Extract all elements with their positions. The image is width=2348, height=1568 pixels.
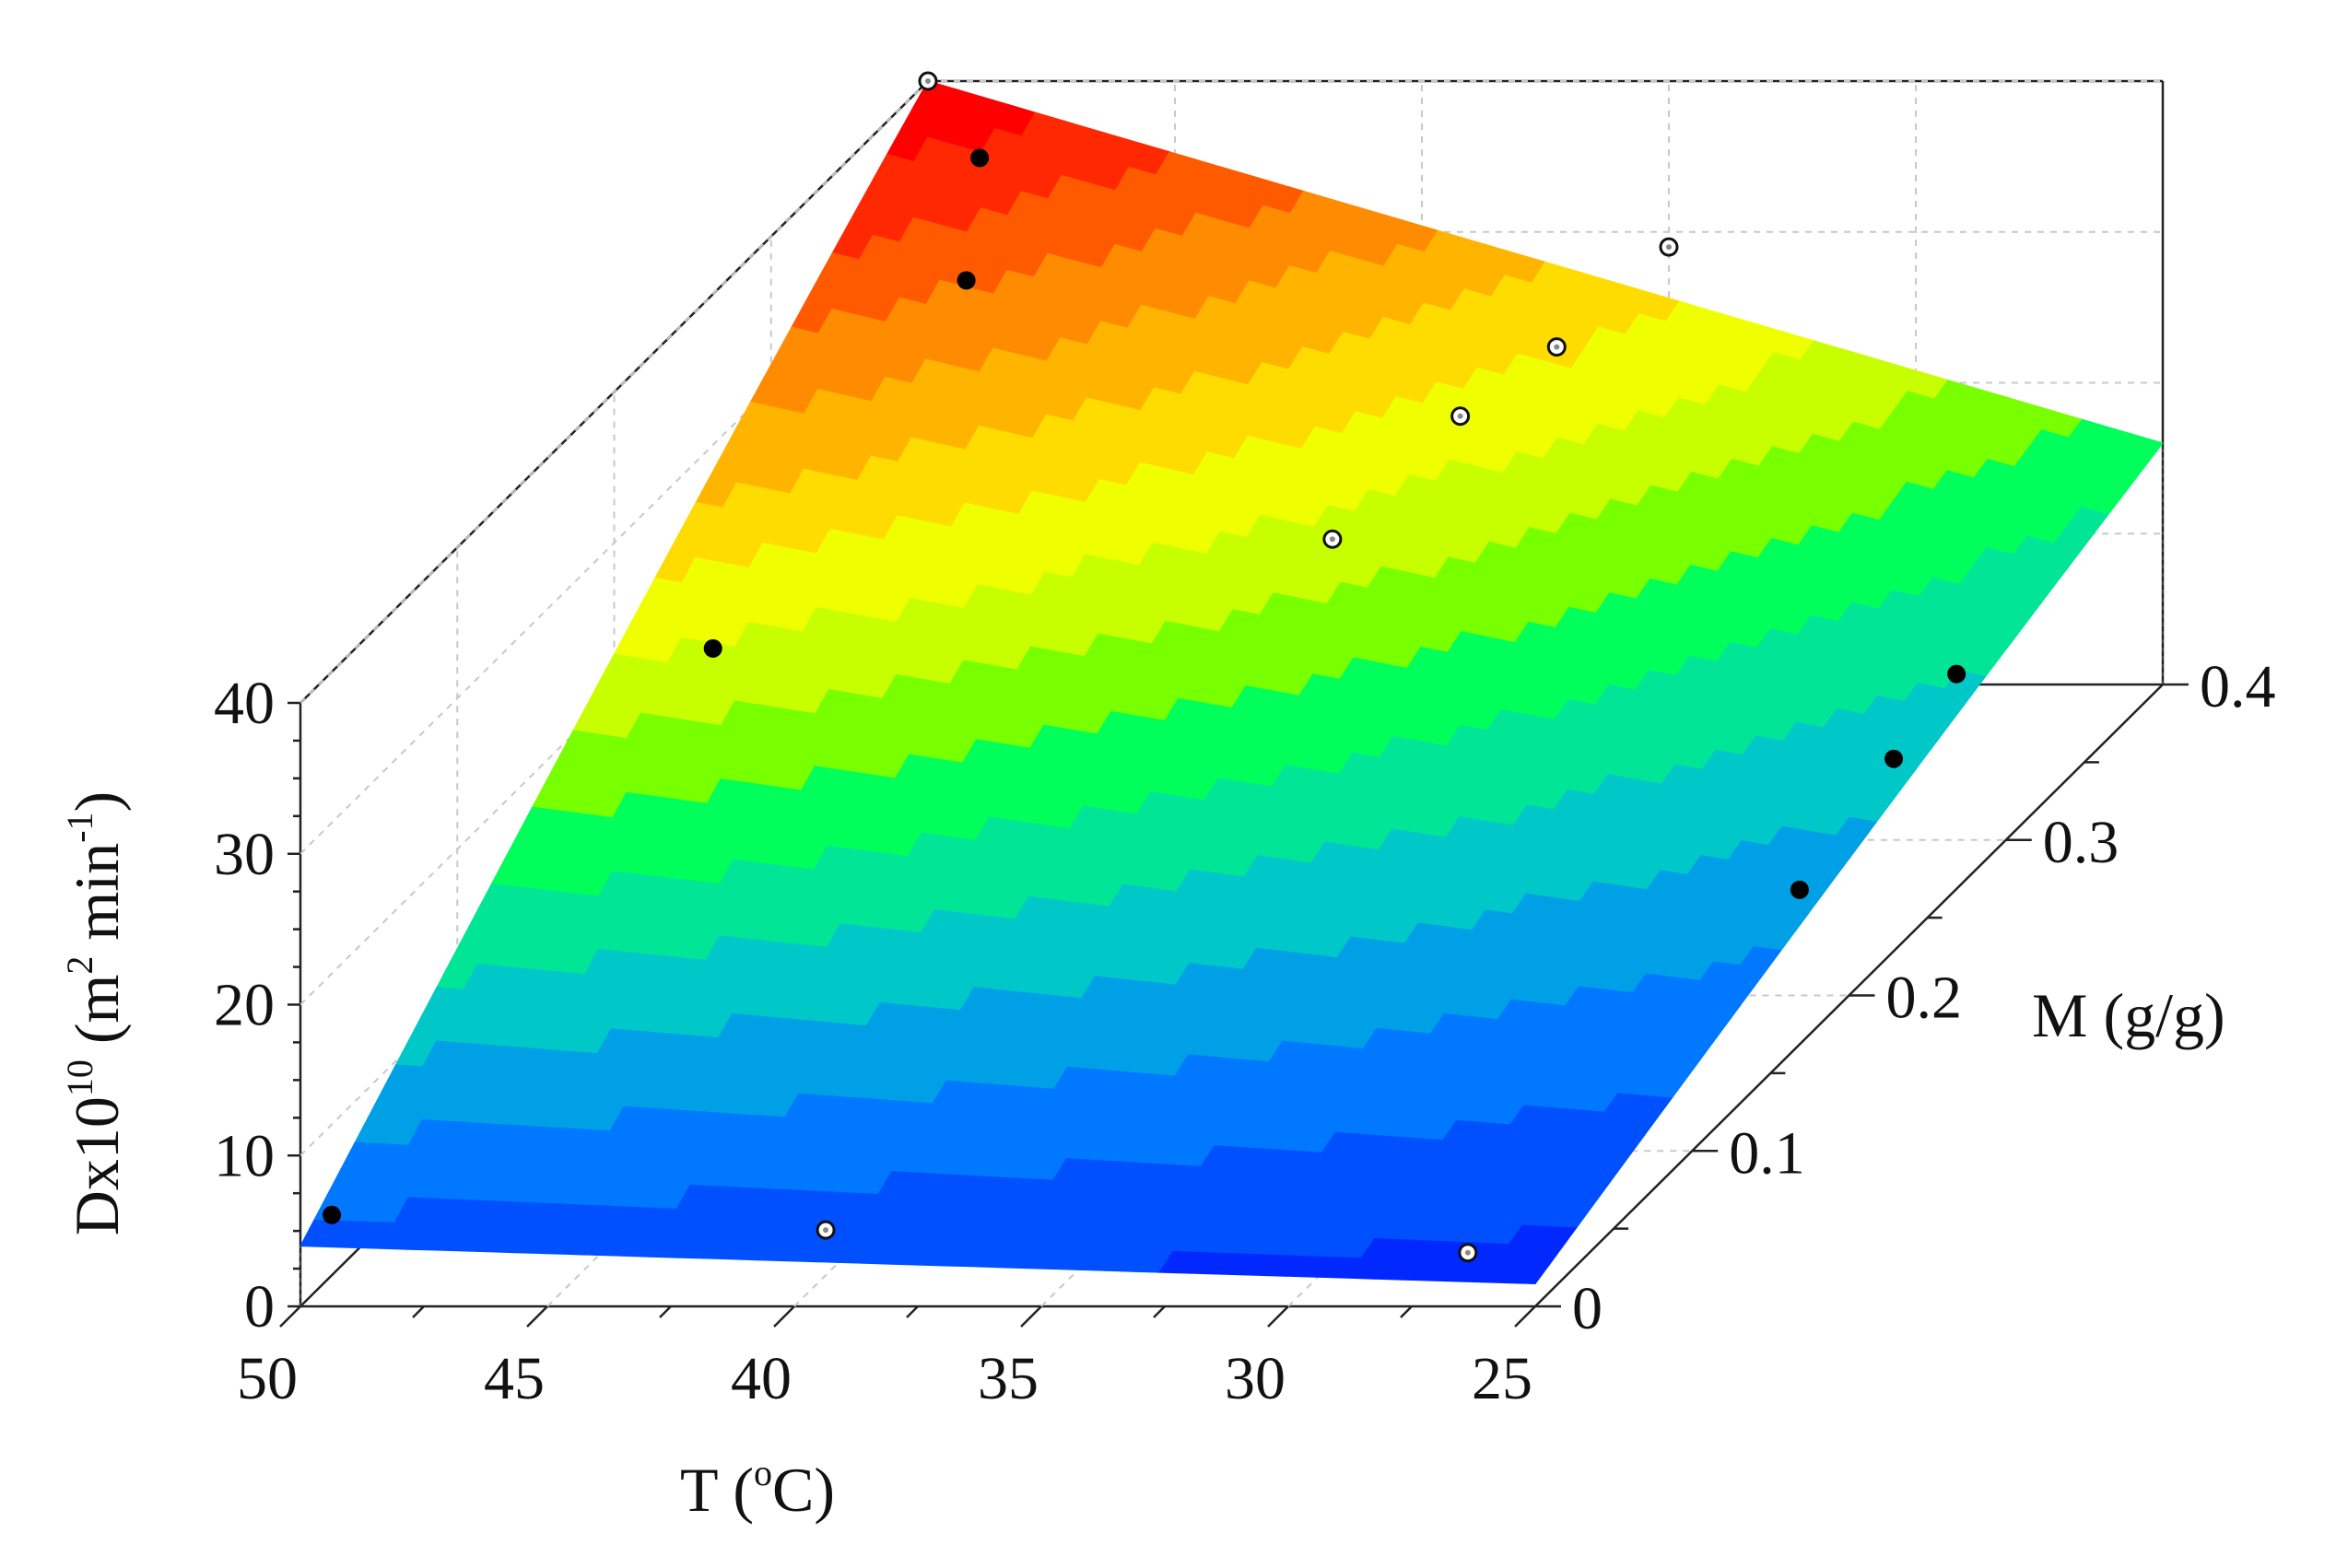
data-point-filled — [1790, 880, 1809, 899]
grid-line — [299, 80, 929, 704]
y-tick-label: 0.4 — [2200, 653, 2276, 720]
data-points — [323, 71, 1966, 1263]
y-tick-label: 0.3 — [2043, 809, 2119, 876]
surface — [299, 80, 2165, 1306]
z-tick-label: 0 — [244, 1273, 275, 1340]
y-tick-label: 0.2 — [1886, 965, 1963, 1032]
z-tick-label: 20 — [214, 972, 275, 1039]
z-tick-label: 10 — [214, 1122, 275, 1189]
data-point-filled — [957, 271, 976, 290]
data-point-filled — [970, 148, 990, 168]
x-tick — [1020, 1305, 1042, 1328]
x-minor-tick — [412, 1305, 425, 1318]
data-point-filled — [703, 638, 722, 658]
x-tick-label: 30 — [1225, 1345, 1286, 1412]
data-point-open-center — [1457, 413, 1463, 419]
z-tick-label: 30 — [214, 821, 275, 888]
x-tick — [279, 1305, 301, 1328]
y-axis-title: M (g/g) — [2032, 980, 2225, 1050]
data-point-filled — [1947, 664, 1966, 684]
x-tick-label: 25 — [1472, 1345, 1532, 1412]
data-point-open-center — [823, 1227, 829, 1234]
surface-cell — [1507, 1263, 1550, 1285]
tick-marks — [279, 683, 2189, 1328]
z-tick-label: 40 — [214, 670, 275, 737]
data-point-filled — [1884, 749, 1904, 768]
data-point-open-center — [1464, 1249, 1471, 1256]
x-tick — [1267, 1305, 1289, 1328]
x-axis-title: T (oC) — [680, 1452, 835, 1525]
data-point-open-center — [1666, 244, 1672, 251]
data-point-filled — [323, 1205, 342, 1224]
x-tick-label: 50 — [237, 1345, 298, 1412]
x-tick — [773, 1305, 795, 1328]
x-tick-label: 40 — [731, 1345, 792, 1412]
data-point-open-center — [1329, 536, 1335, 543]
x-minor-tick — [906, 1305, 919, 1318]
x-minor-tick — [659, 1305, 672, 1318]
data-point-open-center — [1554, 344, 1560, 350]
x-minor-tick — [1153, 1305, 1166, 1318]
data-point-open-center — [925, 78, 931, 84]
x-tick-label: 35 — [978, 1345, 1039, 1412]
y-tick-label: 0 — [1572, 1275, 1603, 1342]
x-tick — [1514, 1305, 1536, 1328]
x-tick — [526, 1305, 548, 1328]
z-axis-title: Dx1010 (m2 min-1) — [59, 791, 132, 1235]
y-tick-label: 0.1 — [1729, 1119, 1805, 1187]
tick-labels: 50 45 40 35 30 25 0 0.1 0.2 0.3 0.4 0 10 20 30 40 — [214, 653, 2276, 1412]
x-minor-tick — [1400, 1305, 1413, 1318]
x-tick-label: 45 — [484, 1345, 545, 1412]
